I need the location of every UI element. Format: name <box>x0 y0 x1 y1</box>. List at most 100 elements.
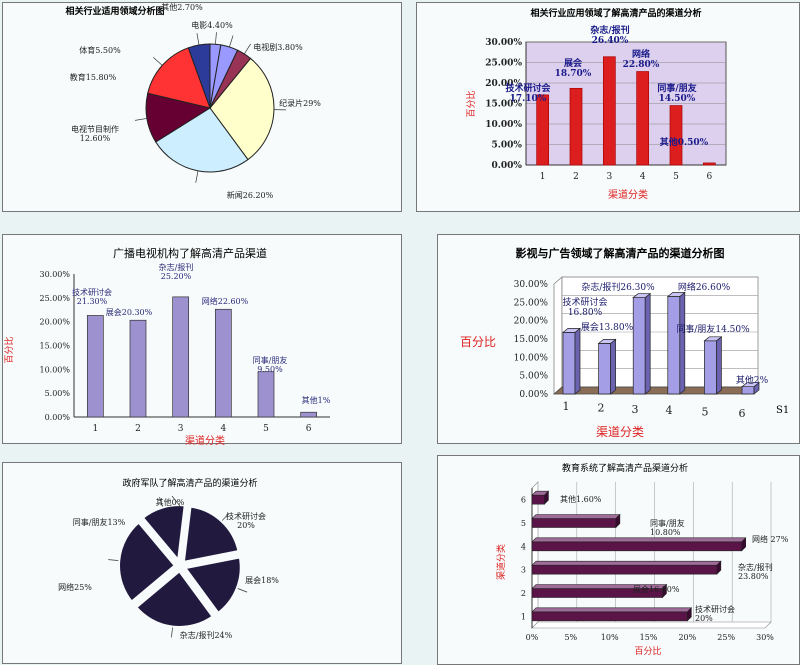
chart4-bar-side-5 <box>716 336 722 395</box>
chart6-bar-side-6 <box>544 490 549 505</box>
chart3-bar-4 <box>214 308 232 418</box>
pie5-slice-1 <box>180 553 244 617</box>
pie5-label-4: 同事/朋友13% <box>73 517 126 527</box>
bar-broadcast-panel <box>2 234 402 444</box>
chart3-bar-5 <box>257 371 275 418</box>
chart6-data-label-3: 杂志/报刊 23.80% <box>738 562 773 581</box>
chart6-xtick-2: 10% <box>601 633 619 642</box>
pie1-leader-4 <box>196 33 200 46</box>
pie1-leader-3 <box>153 57 163 66</box>
chart4-bar-front-4 <box>667 296 681 395</box>
pie1-slice-0 <box>209 57 275 161</box>
chart6-xtick-4: 20% <box>678 633 696 642</box>
chart6-bar-front-3 <box>531 564 718 575</box>
pie1-leader-2 <box>134 118 147 121</box>
chart2-data-label-5: 同事/朋友 14.50% <box>657 82 696 104</box>
chart4-bar-top-3 <box>632 293 652 298</box>
chart2-bar-2 <box>569 87 583 166</box>
chart2-data-label-1: 技术研讨会 17.10% <box>505 82 551 104</box>
chart6-title: 教育系统了解高清产品渠道分析 <box>562 462 688 474</box>
chart4-bar-side-2 <box>610 338 616 395</box>
chart4-data-label-5: 同事/朋友14.50% <box>676 323 750 335</box>
chart4-bar-side-3 <box>644 292 651 395</box>
pie5-leader-5 <box>171 495 181 507</box>
chart6-bar-side-5 <box>615 513 621 529</box>
pie1-label-1: 新闻26.20% <box>227 190 274 200</box>
chart6-data-label-2: 展会16.80% <box>633 584 680 594</box>
chart6-data-label-1: 技术研讨会 20% <box>695 604 735 623</box>
pie5-label-0: 技术研讨会 20% <box>226 511 266 530</box>
chart3-data-label-4: 网络22.60% <box>202 296 249 306</box>
pie1-slice-7 <box>209 49 252 109</box>
chart1-title: 相关行业适用领域分析图 <box>65 5 164 17</box>
chart2-xtick-3: 3 <box>606 172 612 182</box>
chart6-xtick-0: 0% <box>526 633 539 642</box>
chart3-data-label-2: 展会20.30% <box>106 307 153 317</box>
chart3-xtick-1: 1 <box>92 424 98 434</box>
chart4-xlabel: 渠道分类 <box>596 425 644 439</box>
chart2-bar-3 <box>602 56 616 166</box>
chart4-ytick-3: 15.00% <box>514 335 549 345</box>
pie5-slice-2 <box>132 567 217 630</box>
chart3-ytick-4: 20.00% <box>39 318 70 327</box>
chart3-bar-3 <box>172 296 190 418</box>
chart3-xtick-2: 2 <box>135 424 141 434</box>
chart3-xlabel: 渠道分类 <box>185 434 225 447</box>
chart3-data-label-5: 同事/朋友 9.50% <box>253 355 288 374</box>
pie1-label-3: 教育15.80% <box>70 72 117 82</box>
chart4-bar-side-1 <box>574 327 581 395</box>
chart6-xtick-3: 15% <box>640 633 658 642</box>
chart4-title: 影视与广告领域了解高清产品的渠道分析图 <box>516 246 725 260</box>
chart2-ytick-3: 15.00% <box>485 100 522 110</box>
chart6-xtick-6: 30% <box>756 633 774 642</box>
chart3-bar-1 <box>86 315 104 418</box>
chart4-bar-front-6 <box>741 386 755 395</box>
chart5-title: 政府军队了解高清产品的渠道分析 <box>122 477 257 489</box>
chart4-bar-top-4 <box>666 292 686 297</box>
chart2-ylabel: 百分比 <box>465 90 477 117</box>
chart6-bar-top-5 <box>531 514 621 519</box>
chart2-title: 相关行业应用领域了解高清产品的渠道分析 <box>530 7 701 19</box>
hbar-education-panel <box>437 455 800 665</box>
pie1-label-6: 电影4.40% <box>191 20 233 30</box>
pie1-label-7: 电视剧3.80% <box>253 42 303 52</box>
chart6-ytick-3: 3 <box>521 566 526 575</box>
pie1-slice-3 <box>147 47 211 109</box>
chart3-xtick-6: 6 <box>306 424 312 434</box>
chart2-bar-4 <box>636 71 650 166</box>
chart4-data-label-4: 网络26.60% <box>678 281 731 293</box>
chart3-ylabel: 百分比 <box>3 336 15 363</box>
chart4-data-label-1: 技术研讨会 16.80% <box>562 296 607 318</box>
chart3-ytick-6: 30.00% <box>39 270 70 279</box>
chart6-ytick-1: 1 <box>521 612 526 621</box>
chart4-bar-side-4 <box>679 291 686 395</box>
chart4-floor <box>553 386 759 395</box>
chart4-bar-top-6 <box>741 382 760 388</box>
pie1-label-0: 纪录片29% <box>279 98 321 108</box>
pie5-label-1: 展会18% <box>245 575 279 585</box>
chart6-bar-side-3 <box>716 560 722 575</box>
chart3-bar-2 <box>129 319 147 418</box>
pie1-leader-7 <box>243 43 252 55</box>
chart2-bar-5 <box>669 105 683 166</box>
chart2-ytick-6: 30.00% <box>485 38 522 48</box>
chart2-xtick-5: 5 <box>673 172 679 182</box>
chart6-xtick-1: 5% <box>564 633 577 642</box>
pie5-label-3: 网络25% <box>58 582 92 592</box>
chart3-xtick-4: 4 <box>220 424 226 434</box>
pie5-leader-4 <box>159 496 163 507</box>
chart2-xtick-2: 2 <box>573 172 579 182</box>
pie5-slice-0 <box>180 503 242 566</box>
chart4-xtick-6: 6 <box>739 407 746 420</box>
chart3-ytick-3: 15.00% <box>39 342 70 351</box>
chart4-ytick-6: 30.00% <box>514 280 549 290</box>
pie1-leader-5 <box>215 32 217 45</box>
chart6-bar-side-4 <box>741 537 746 552</box>
chart6-xlabel: 百分比 <box>634 645 661 657</box>
chart4-xtick-1: 1 <box>563 400 570 413</box>
chart2-xtick-6: 6 <box>706 172 712 182</box>
chart4-series-label: S1 <box>776 405 789 416</box>
pie5-slice-3 <box>116 518 179 606</box>
chart6-bar-top-3 <box>531 560 722 566</box>
